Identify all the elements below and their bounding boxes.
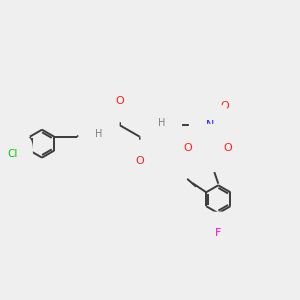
Text: H: H bbox=[95, 129, 103, 139]
Text: O: O bbox=[223, 143, 232, 153]
Text: N: N bbox=[206, 120, 214, 130]
Text: N: N bbox=[157, 126, 165, 136]
Text: O: O bbox=[184, 143, 193, 153]
Text: F: F bbox=[215, 228, 221, 238]
Text: S: S bbox=[204, 142, 212, 154]
Text: O: O bbox=[220, 100, 230, 110]
Text: O: O bbox=[135, 156, 144, 166]
Text: O: O bbox=[116, 96, 124, 106]
Text: Cl: Cl bbox=[7, 149, 17, 159]
Text: H: H bbox=[158, 118, 165, 128]
Text: N: N bbox=[94, 122, 103, 131]
